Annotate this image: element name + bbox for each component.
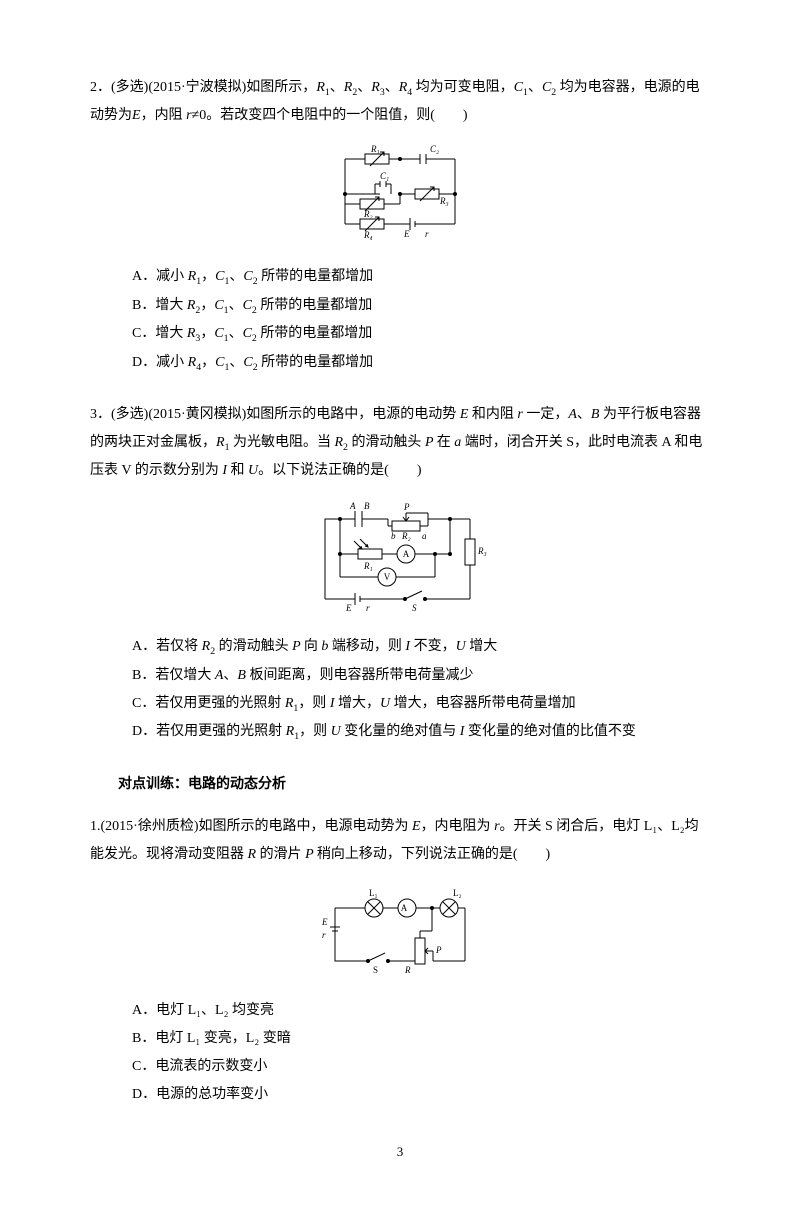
q3-option-B: B．若仅增大 A、B 板间距离，则电容器所带电荷量减少	[132, 662, 710, 690]
q3-option-A: A．若仅将 R2 的滑动触头 P 向 b 端移动，则 I 不变，U 增大	[132, 633, 710, 661]
q3-option-D: D．若仅用更强的光照射 R1，则 U 变化量的绝对值与 I 变化量的绝对值的比值…	[132, 718, 710, 746]
q3-options: A．若仅将 R2 的滑动触头 P 向 b 端移动，则 I 不变，U 增大 B．若…	[90, 633, 710, 746]
q2-option-C: C．增大 R3，C1、C2 所带的电量都增加	[132, 320, 710, 348]
label-R3: R₃	[477, 546, 487, 556]
label-r: r	[425, 229, 429, 239]
q2-option-B: B．增大 R2，C1、C2 所带的电量都增加	[132, 292, 710, 320]
label-R1: R₁	[370, 144, 380, 154]
label-L2: L₂	[453, 888, 462, 898]
label-R2: R₂	[401, 531, 411, 541]
label-E: E	[345, 603, 352, 613]
q1b-option-A: A．电灯 L₁、L₂ 均变亮	[132, 997, 710, 1025]
label-r: r	[322, 930, 326, 940]
question-2: 2．(多选)(2015·宁波模拟)如图所示，R1、R2、R3、R4 均为可变电阻…	[90, 74, 710, 377]
label-S: S	[373, 965, 378, 975]
q1b-option-D: D．电源的总功率变小	[132, 1081, 710, 1109]
voltmeter-icon: V	[384, 572, 391, 582]
q2-option-D: D．减小 R4，C1、C2 所带的电量都增加	[132, 349, 710, 377]
circuit-diagram-icon: L₁ L₂ A E r S R P	[320, 883, 480, 978]
q1b-options: A．电灯 L₁、L₂ 均变亮 B．电灯 L₁ 变亮，L₂ 变暗 C．电流表的示数…	[90, 997, 710, 1109]
label-R: R	[404, 965, 411, 975]
q3-option-C: C．若仅用更强的光照射 R1，则 I 增大，U 增大，电容器所带电荷量增加	[132, 690, 710, 718]
label-E: E	[403, 229, 410, 239]
q3-stem: 3．(多选)(2015·黄冈模拟)如图所示的电路中，电源的电动势 E 和内阻 r…	[90, 401, 710, 485]
q2-figure: R₁ C₂ C₁ R₂ R₃ R₄ E r	[90, 144, 710, 255]
label-L1: L₁	[369, 888, 378, 898]
label-S: S	[412, 603, 417, 613]
label-R1: R₁	[363, 561, 373, 571]
page-content: 2．(多选)(2015·宁波模拟)如图所示，R1、R2、R3、R4 均为可变电阻…	[0, 0, 800, 1205]
label-R3: R₃	[439, 196, 449, 206]
circuit-diagram-icon: R₁ C₂ C₁ R₂ R₃ R₄ E r	[325, 144, 475, 244]
label-A: A	[349, 501, 356, 511]
q2-option-A: A．减小 R1，C1、C2 所带的电量都增加	[132, 263, 710, 291]
label-R4: R₄	[363, 230, 373, 240]
label-a: a	[422, 531, 427, 541]
circuit-diagram-icon: A B P b a R₂ R₁ R₃ E r S A V	[310, 499, 490, 614]
label-b: b	[391, 531, 396, 541]
label-r: r	[366, 603, 370, 613]
q1b-option-B: B．电灯 L₁ 变亮，L₂ 变暗	[132, 1025, 710, 1053]
label-B: B	[364, 501, 370, 511]
ammeter-icon: A	[403, 549, 410, 559]
label-R2: R₂	[363, 209, 373, 219]
question-1b: 1.(2015·徐州质检)如图所示的电路中，电源电动势为 E，内电阻为 r。开关…	[90, 813, 710, 1109]
q2-text: 2．(多选)(2015·宁波模拟)如图所示，	[90, 80, 316, 95]
section-title: 对点训练：电路的动态分析	[90, 771, 710, 799]
q2-text: ≠0。若改变四个电阻中的一个阻值，则( )	[192, 108, 468, 123]
ammeter-icon: A	[401, 903, 408, 913]
q2-stem: 2．(多选)(2015·宁波模拟)如图所示，R1、R2、R3、R4 均为可变电阻…	[90, 74, 710, 130]
question-3: 3．(多选)(2015·黄冈模拟)如图所示的电路中，电源的电动势 E 和内阻 r…	[90, 401, 710, 747]
q2-text: 内阻	[155, 108, 187, 123]
q2-options: A．减小 R1，C1、C2 所带的电量都增加 B．增大 R2，C1、C2 所带的…	[90, 263, 710, 377]
q3-figure: A B P b a R₂ R₁ R₃ E r S A V	[90, 499, 710, 625]
page-number: 3	[90, 1139, 710, 1165]
label-C2: C₂	[430, 144, 439, 154]
q1b-stem: 1.(2015·徐州质检)如图所示的电路中，电源电动势为 E，内电阻为 r。开关…	[90, 813, 710, 869]
label-C1: C₁	[380, 171, 389, 181]
label-P: P	[435, 945, 442, 955]
q1b-figure: L₁ L₂ A E r S R P	[90, 883, 710, 989]
q1b-option-C: C．电流表的示数变小	[132, 1053, 710, 1081]
q2-text: 均为可变电阻，	[416, 80, 514, 95]
label-E: E	[321, 917, 328, 927]
label-P: P	[403, 502, 410, 512]
